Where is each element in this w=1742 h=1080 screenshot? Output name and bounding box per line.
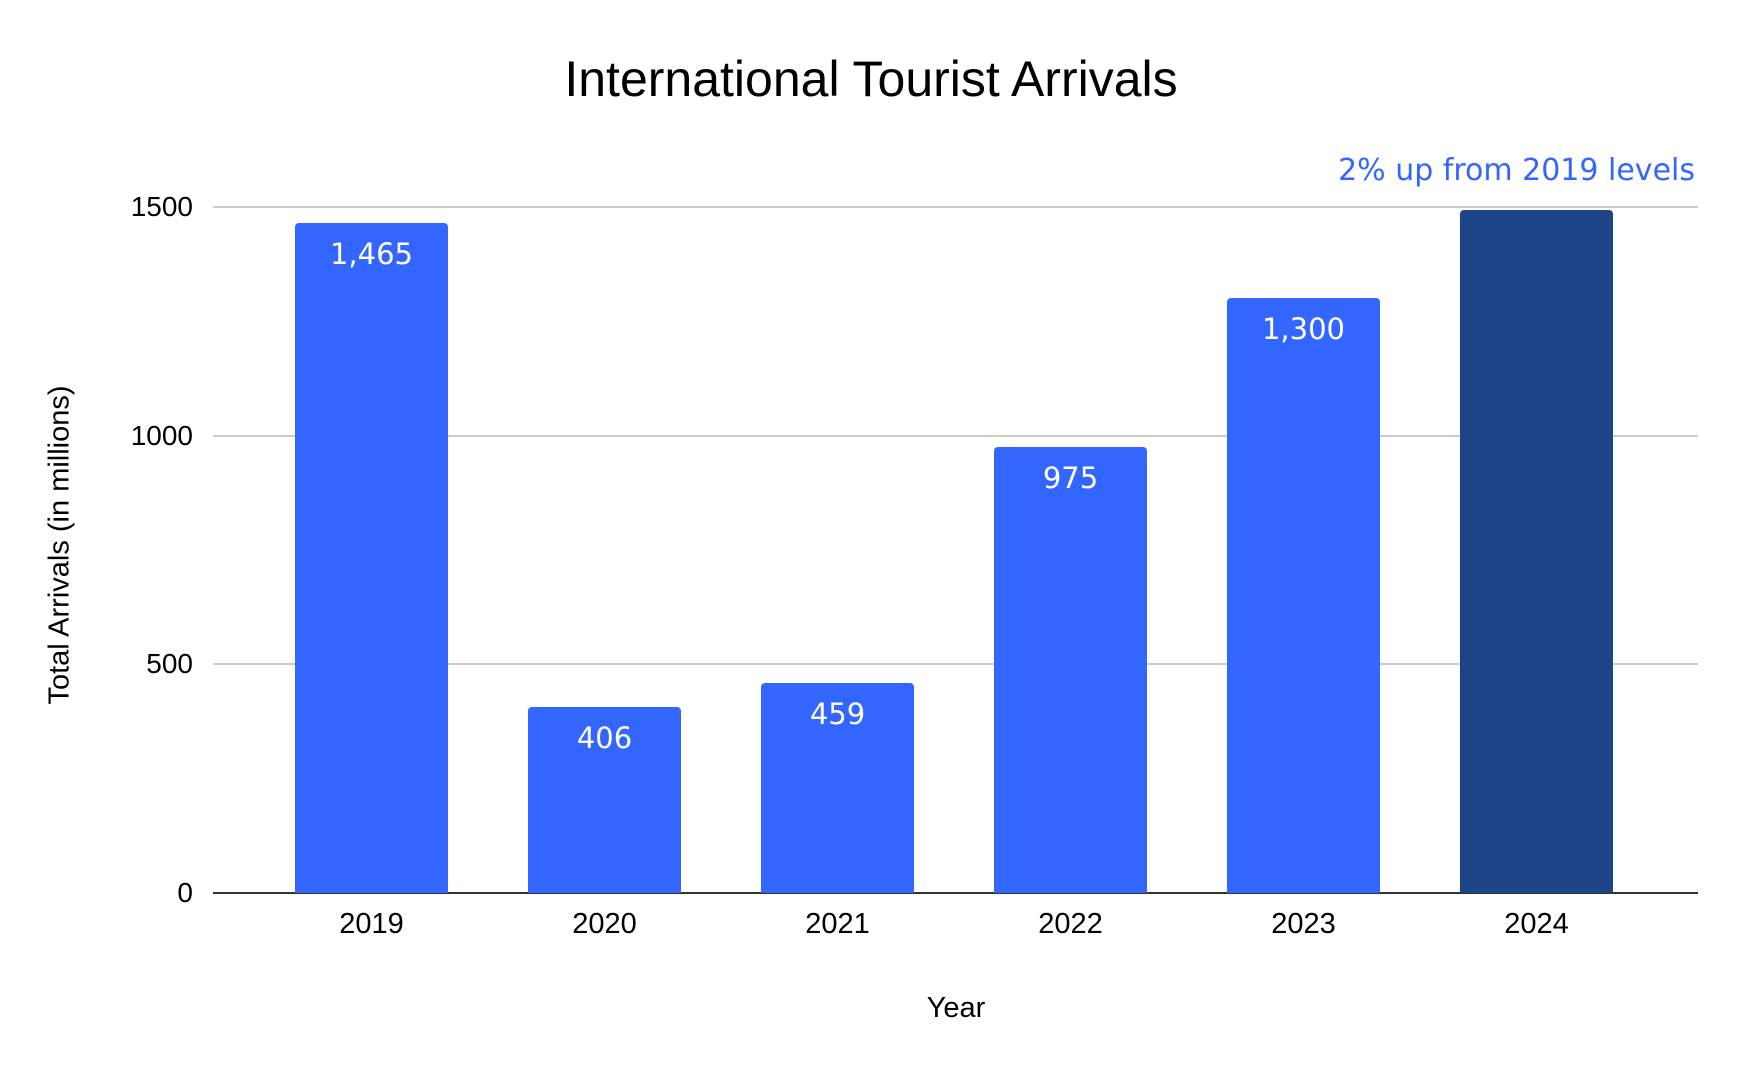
- y-tick-label: 0: [177, 877, 193, 908]
- bar-2021[interactable]: 459: [761, 683, 914, 893]
- y-tick-label: 1500: [130, 191, 193, 222]
- y-axis-label: Total Arrivals (in millions): [43, 385, 76, 705]
- x-tick-label: 2019: [339, 908, 404, 940]
- bar-value-label: 406: [576, 721, 633, 756]
- x-axis-label: Year: [926, 992, 986, 1024]
- chart-title: International Tourist Arrivals: [564, 51, 1178, 107]
- bar-value-label: 1,300: [1261, 312, 1346, 347]
- bar-2024[interactable]: [1460, 209, 1613, 893]
- y-tick-label: 1000: [130, 419, 193, 451]
- x-axis-line: [213, 892, 1698, 894]
- bar-2020[interactable]: 406: [528, 707, 681, 893]
- bar-2022[interactable]: 975: [994, 447, 1147, 893]
- bar-value-label: 459: [809, 697, 866, 732]
- gridline: [213, 434, 1698, 437]
- x-tick-label: 2020: [572, 908, 637, 940]
- x-tick-label: 2024: [1504, 908, 1569, 940]
- annotation-2024: 2% up from 2019 levels: [1338, 153, 1695, 188]
- plot-area: 0 500 1000 1500 1,465 2019 406 2020 459 2021 975 20…: [131, 0, 1698, 1080]
- bar-value-label: 1,465: [329, 237, 414, 271]
- y-tick-label: 500: [146, 648, 193, 680]
- bar-2019[interactable]: 1,465: [295, 223, 448, 893]
- bar-2023[interactable]: 1,300: [1227, 298, 1380, 893]
- x-tick-label: 2022: [1038, 908, 1103, 940]
- bar-value-label: 975: [1042, 461, 1099, 496]
- gridline: [213, 206, 1698, 208]
- x-tick-label: 2023: [1271, 908, 1336, 940]
- x-tick-label: 2021: [805, 908, 870, 940]
- gridline: [213, 663, 1698, 666]
